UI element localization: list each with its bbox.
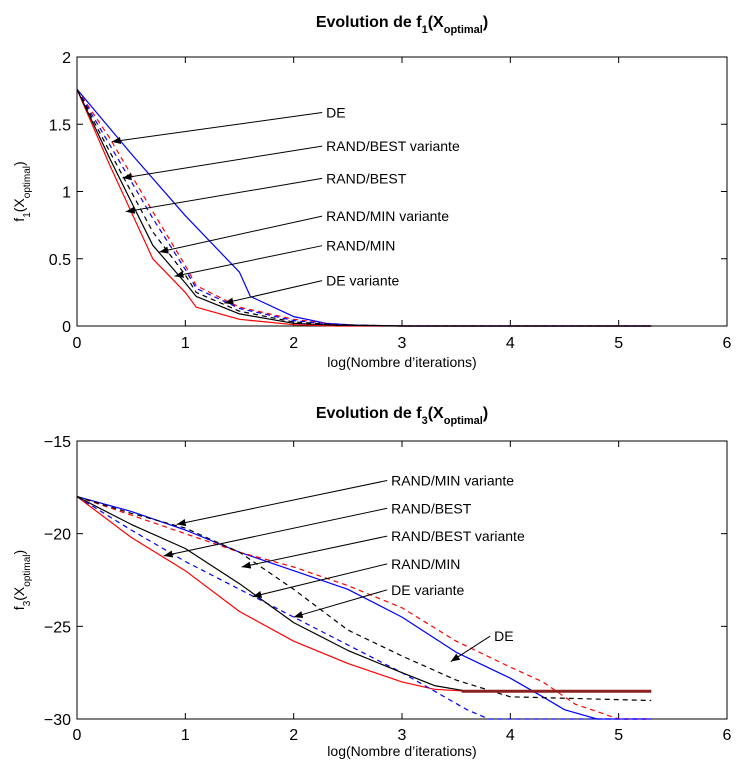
chart-2: Evolution de f3(Xoptimal) 0 1 2 3 4 5 6 −30 −25 −2… [11,405,732,759]
x-tick-label: 0 [73,727,82,744]
x-tick-label: 1 [181,335,190,352]
series-line-rand-best-variante-2 [77,496,652,720]
annotation-label: RAND/MIN [326,238,395,254]
y-tick-label: 2 [62,50,71,67]
x-tick-label: 3 [398,335,407,352]
x-tick-label: 4 [506,727,515,744]
x-tick-label: 5 [614,335,623,352]
y-tick-label: 1.5 [49,117,71,134]
plot-area [76,56,728,327]
chart-title: Evolution de f3(Xoptimal) [316,405,488,427]
y-tick-label: 0.5 [49,252,71,269]
annotation-arrow [174,245,323,278]
x-tick-label: 6 [723,335,732,352]
annotation-arrow [293,589,388,619]
chart-title: Evolution de f1(Xoptimal) [316,14,488,36]
x-tick-label: 0 [73,335,82,352]
annotation-arrow [450,635,491,662]
y-tick-label: −20 [44,527,71,544]
annotation-arrow [125,177,323,214]
x-tick-label: 2 [289,335,298,352]
annotation-arrow [163,507,388,558]
series-line-rand-best-3 [77,496,652,720]
series-line-rand-best-3 [77,88,652,327]
series-line-rand-min-5 [77,89,652,327]
y-tick-label: 1 [62,185,71,202]
annotation-label: RAND/MIN variante [326,208,449,224]
annotation-label: RAND/MIN variante [391,472,514,488]
x-tick-label: 6 [723,727,732,744]
y-tick-label: 0 [62,319,71,336]
y-tick-label: −25 [44,619,71,636]
x-axis-label: log(Nombre d’iterations) [327,354,476,370]
annotation-label: DE [326,105,345,121]
chart-1: Evolution de f1(Xoptimal) 0 1 2 3 4 5 6 0 0.5 1 1.5… [11,14,732,370]
annotation-arrow [176,479,388,527]
y-axis-label: f1(Xoptimal) [11,161,33,221]
annotation-arrow [159,215,323,254]
annotation-label: RAND/MIN [391,556,460,572]
x-tick-label: 1 [181,727,190,744]
annotation-label: RAND/BEST variante [391,528,525,544]
annotation-arrow [252,563,388,599]
x-tick-label: 5 [614,727,623,744]
annotation-label: RAND/BEST [391,500,472,516]
series-line-rand-min-5 [77,496,652,692]
annotation-label: DE variante [326,273,399,289]
x-tick-label: 2 [289,727,298,744]
annotation-label: DE [494,628,513,644]
x-tick-label: 4 [506,335,515,352]
series-line-de-variante-1 [77,496,652,692]
annotation-arrow [241,535,388,569]
annotation-label: DE variante [391,582,464,598]
annotation-label: RAND/BEST variante [326,138,460,154]
y-tick-label: −15 [44,434,71,451]
y-tick-label: −30 [44,712,71,729]
y-axis-label: f3(Xoptimal) [11,550,33,610]
annotation-arrow [122,145,323,181]
x-axis-label: log(Nombre d’iterations) [327,743,476,759]
annotation-arrow [224,280,323,305]
series-line-de-0 [77,496,652,720]
annotation-label: RAND/BEST [326,170,407,186]
annotation-arrow [111,112,323,145]
x-tick-label: 3 [398,727,407,744]
